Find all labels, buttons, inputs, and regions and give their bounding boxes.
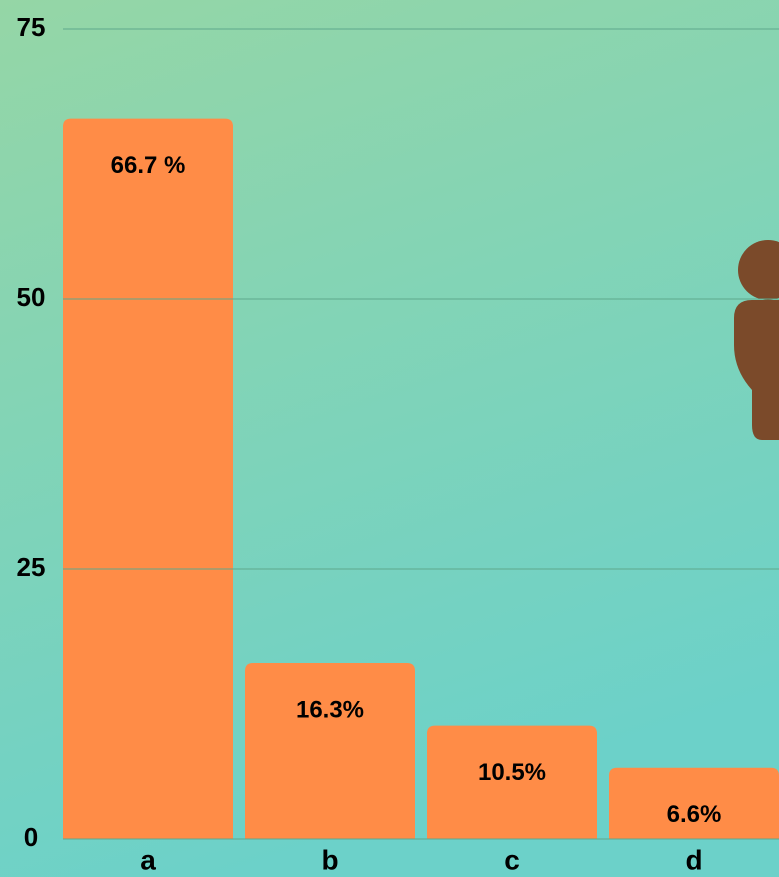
bar-value-label: 6.6% — [667, 801, 722, 828]
x-tick-label: b — [321, 844, 338, 875]
bar-value-label: 10.5% — [478, 759, 546, 786]
bar — [63, 118, 233, 839]
bar-value-label: 16.3% — [296, 696, 364, 723]
y-tick-label: 50 — [17, 282, 46, 312]
person-icon — [734, 240, 779, 440]
x-tick-label: c — [504, 844, 520, 875]
x-tick-label: d — [685, 844, 702, 875]
bar — [245, 662, 415, 839]
y-tick-label: 0 — [24, 822, 38, 852]
y-tick-label: 75 — [17, 12, 46, 42]
x-tick-label: a — [140, 844, 156, 875]
bar-value-label: 66.7 % — [111, 152, 186, 179]
bar — [427, 725, 597, 839]
y-tick-label: 25 — [17, 552, 46, 582]
bar — [609, 767, 779, 839]
